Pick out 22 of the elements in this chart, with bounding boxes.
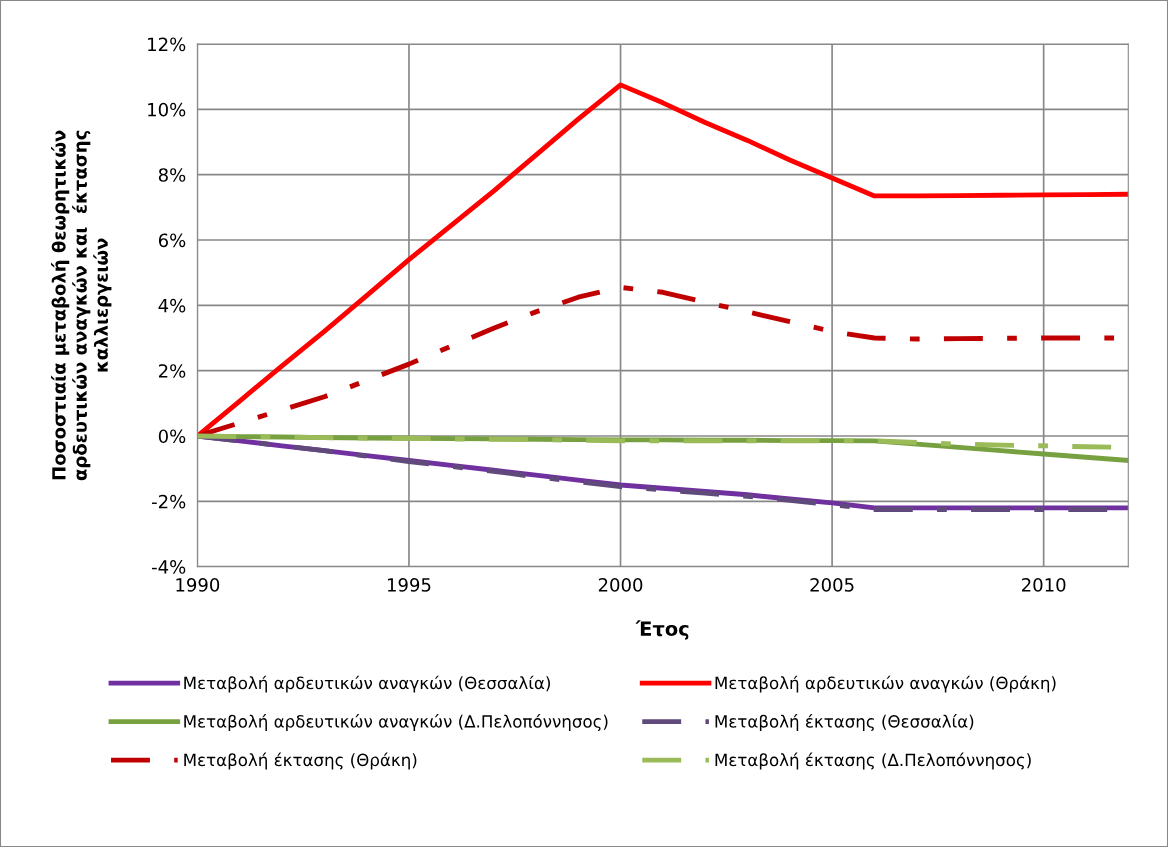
y-tick-label: -4% (152, 560, 186, 574)
y-tick-label: 0% (158, 429, 186, 444)
x-tick-label: 2010 (1022, 578, 1066, 592)
legend-label: Μεταβολή αρδευτικών αναγκών (Δ.Πελοπόννησος) (184, 714, 608, 731)
y-tick-label: 8% (158, 168, 186, 182)
x-tick-label: 2005 (810, 578, 854, 592)
y-tick-label: 10% (148, 102, 186, 117)
legend-label: Μεταβολή αρδευτικών αναγκών (Θεσσαλία) (184, 675, 550, 693)
x-axis-title: Έτος (635, 620, 689, 640)
legend-label: Μεταβολή αρδευτικών αναγκών (Θράκη) (715, 675, 1056, 693)
y-tick-label: 2% (158, 364, 186, 378)
x-tick-label: 1990 (176, 578, 220, 592)
y-tick-label: 4% (158, 298, 186, 313)
y-tick-label: 6% (158, 233, 186, 248)
y-tick-label: -2% (152, 494, 186, 509)
legend-label: Μεταβολή έκτασης (Δ.Πελοπόννησος) (715, 752, 1031, 770)
y-tick-label: 12% (148, 37, 186, 52)
x-tick-label: 1995 (387, 578, 431, 592)
y-axis-title: Ποσοστιαία μεταβολή θεωρητικών αρδευτικών αναγκών και έκτασης καλλιεργειών (51, 130, 112, 481)
legend-label: Μεταβολή έκτασης (Θράκη) (184, 752, 417, 770)
x-tick-label: 2000 (598, 578, 643, 592)
legend-label: Μεταβολή έκτασης (Θεσσαλία) (715, 714, 974, 731)
